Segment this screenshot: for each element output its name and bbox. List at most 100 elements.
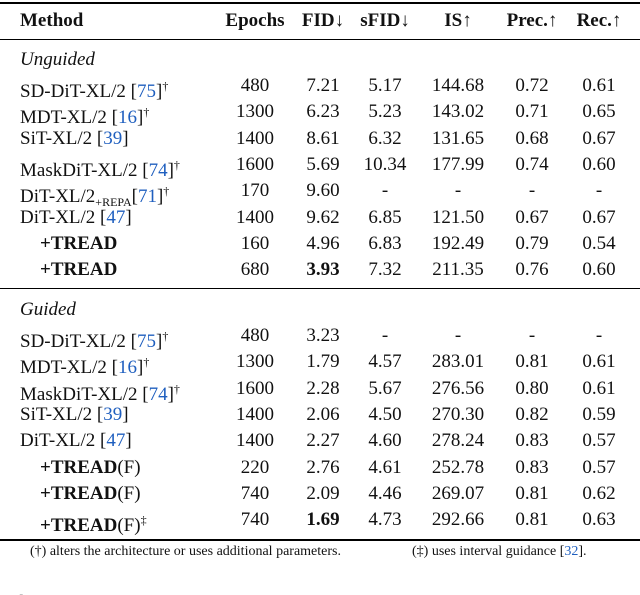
text-part: (F) bbox=[117, 515, 141, 537]
method-cell: DiT-XL/2+REPA[71]† bbox=[20, 179, 169, 214]
column-header: Rec.↑ bbox=[576, 10, 622, 31]
method-cell: SD-DiT-XL/2 [75]† bbox=[20, 324, 168, 354]
text-part: +TREAD bbox=[40, 515, 118, 537]
text-part: 39 bbox=[103, 127, 123, 149]
text-part: † bbox=[173, 381, 180, 396]
value-cell: 6.32 bbox=[368, 127, 402, 149]
value-cell: 160 bbox=[240, 232, 270, 254]
text-part: MDT-XL/2 [ bbox=[20, 107, 118, 129]
value-cell: 1400 bbox=[236, 127, 274, 149]
value-cell: 211.35 bbox=[432, 259, 484, 281]
value-cell: 3.93 bbox=[306, 259, 340, 281]
text-part: ] bbox=[125, 430, 132, 452]
value-cell: 0.59 bbox=[582, 403, 616, 425]
value-cell: - bbox=[528, 325, 536, 346]
value-cell: 0.61 bbox=[582, 351, 616, 373]
value-cell: 276.56 bbox=[431, 377, 485, 399]
value-cell: 1.79 bbox=[306, 351, 340, 373]
value-cell: 1.69 bbox=[306, 509, 340, 531]
text-part: 32 bbox=[564, 544, 579, 559]
value-cell: 269.07 bbox=[431, 482, 485, 504]
value-cell: 1600 bbox=[236, 377, 274, 399]
text-part: Table 1: bbox=[0, 592, 70, 595]
value-cell: 0.60 bbox=[582, 153, 616, 175]
column-header: IS↑ bbox=[444, 10, 472, 31]
value-cell: 1300 bbox=[236, 351, 274, 373]
value-cell: 177.99 bbox=[431, 153, 485, 175]
value-cell: 0.62 bbox=[582, 482, 616, 504]
value-cell: 2.09 bbox=[306, 482, 340, 504]
text-part: † bbox=[143, 105, 150, 120]
text-part: +REPA bbox=[95, 195, 132, 210]
value-cell: - bbox=[528, 180, 536, 202]
value-cell: 278.24 bbox=[431, 430, 485, 452]
value-cell: 0.71 bbox=[515, 101, 549, 123]
text-part: 75 bbox=[137, 81, 156, 102]
column-header: Method bbox=[20, 10, 84, 31]
text-part: 74 bbox=[148, 383, 168, 405]
value-cell: 0.63 bbox=[582, 509, 616, 531]
value-cell: 0.72 bbox=[515, 75, 549, 96]
text-part: ] bbox=[137, 357, 144, 379]
value-cell: 6.85 bbox=[368, 206, 402, 228]
value-cell: 740 bbox=[240, 509, 270, 531]
text-part: 47 bbox=[106, 206, 126, 228]
text-part: 75 bbox=[137, 331, 156, 352]
value-cell: 0.76 bbox=[515, 259, 549, 281]
method-cell: +TREAD(F) bbox=[40, 456, 141, 480]
text-part: Analysis bbox=[440, 592, 514, 595]
value-cell: 4.73 bbox=[368, 509, 402, 531]
text-part: † bbox=[162, 329, 169, 343]
value-cell: 0.79 bbox=[515, 232, 549, 254]
value-cell: 0.83 bbox=[515, 456, 549, 478]
value-cell: 4.57 bbox=[368, 351, 402, 373]
value-cell: 4.46 bbox=[368, 482, 402, 504]
text-part: 16 bbox=[118, 107, 137, 129]
method-cell: MDT-XL/2 [16]† bbox=[20, 350, 149, 380]
text-part: (F) bbox=[117, 456, 141, 478]
column-header: Prec.↑ bbox=[506, 10, 558, 31]
value-cell: 0.57 bbox=[582, 456, 616, 478]
text-part: 71 bbox=[137, 186, 157, 208]
value-cell: 5.23 bbox=[368, 101, 402, 123]
text-part: +TREAD bbox=[40, 456, 118, 478]
value-cell: 0.74 bbox=[515, 153, 549, 175]
text-part: (F) bbox=[117, 482, 141, 504]
text-part: +TREAD bbox=[40, 232, 118, 254]
value-cell: 4.96 bbox=[306, 232, 340, 254]
top-rule bbox=[0, 2, 640, 4]
text-part: Performance comparison on ImageNet 256. bbox=[70, 592, 440, 595]
text-part: DiT-XL/2 bbox=[20, 186, 96, 208]
text-part: (†) alters the architecture or uses addi… bbox=[30, 544, 341, 559]
value-cell: 2.76 bbox=[306, 456, 340, 478]
value-cell: 270.30 bbox=[431, 403, 485, 425]
text-part: +TREAD bbox=[40, 259, 118, 281]
text-part: 47 bbox=[106, 430, 126, 452]
value-cell: 480 bbox=[240, 325, 270, 346]
value-cell: 1400 bbox=[236, 206, 274, 228]
value-cell: 2.06 bbox=[306, 403, 340, 425]
value-cell: 121.50 bbox=[431, 206, 485, 228]
text-part: MaskDiT-XL/2 [ bbox=[20, 383, 149, 405]
value-cell: 740 bbox=[240, 482, 270, 504]
value-cell: 292.66 bbox=[431, 509, 485, 531]
method-cell: SD-DiT-XL/2 [75]† bbox=[20, 74, 168, 104]
value-cell: 9.62 bbox=[306, 206, 340, 228]
value-cell: 7.21 bbox=[306, 75, 340, 96]
method-cell: MaskDiT-XL/2 [74]† bbox=[20, 377, 180, 407]
value-cell: 10.34 bbox=[363, 153, 407, 175]
value-cell: 9.60 bbox=[306, 180, 340, 202]
method-cell: DiT-XL/2 [47] bbox=[20, 206, 132, 230]
text-part: ] bbox=[167, 159, 174, 181]
value-cell: 0.60 bbox=[582, 259, 616, 281]
caption: Table 1: Performance comparison on Image… bbox=[0, 591, 514, 595]
text-part: ] bbox=[122, 403, 129, 425]
column-header: FID↓ bbox=[301, 10, 345, 31]
method-cell: SiT-XL/2 [39] bbox=[20, 403, 129, 427]
text-part: ] bbox=[122, 127, 129, 149]
header-rule bbox=[0, 39, 640, 40]
text-part: ] bbox=[156, 81, 163, 102]
text-part: SD-DiT-XL/2 [ bbox=[20, 331, 137, 352]
text-part: ] bbox=[156, 186, 164, 208]
